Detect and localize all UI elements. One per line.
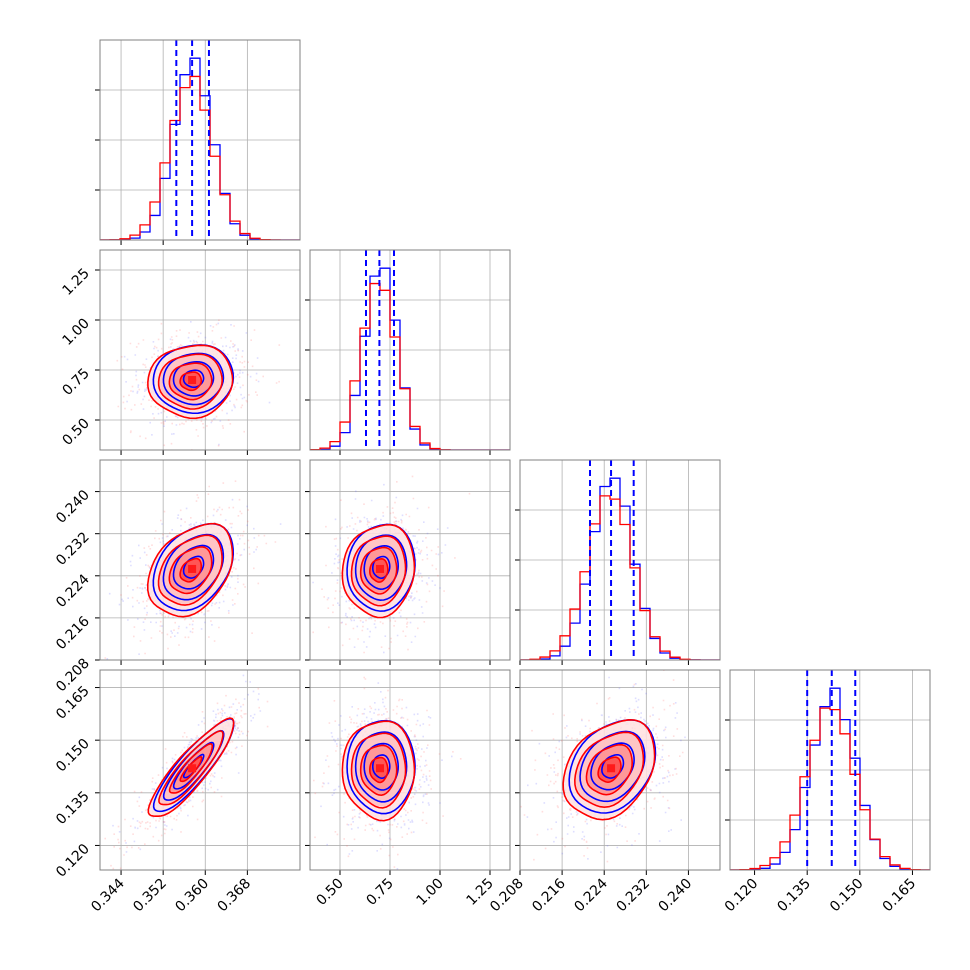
panel-frame (99, 459, 301, 661)
y-tick-label: 0.232 (53, 529, 93, 569)
panel-frame (309, 669, 511, 871)
density-peak (188, 376, 197, 384)
contour-red (574, 731, 645, 809)
x-tick-label: 0.208 (487, 876, 527, 916)
x-tick-label: 0.240 (656, 876, 696, 916)
x-tick-label: 0.368 (215, 876, 255, 916)
contour-red (597, 756, 622, 783)
hist-panel-2 (515, 459, 721, 665)
y-tick-label: 0.75 (59, 366, 92, 399)
scatter-points-0 (312, 483, 449, 654)
y-tick-label: 0.216 (53, 613, 93, 653)
density-peak (376, 564, 384, 573)
contour-red (157, 353, 224, 410)
panel-frame (99, 669, 301, 871)
contour-blue (371, 555, 391, 580)
scatter-points-1 (104, 480, 277, 659)
contour-red (158, 730, 224, 806)
y-tick-label: 0.240 (53, 487, 93, 527)
x-tick-label: 0.120 (722, 876, 762, 916)
contour-blue (601, 753, 625, 779)
contour-red (562, 719, 656, 821)
panel-frame (519, 669, 721, 871)
contour-red (147, 344, 234, 420)
contour-red (179, 557, 203, 583)
density-peak (188, 564, 197, 573)
contour-red (168, 362, 213, 401)
y-tick-label: 0.50 (59, 416, 92, 449)
x-tick-label: 0.150 (827, 876, 867, 916)
x-tick-label: 1.00 (413, 876, 446, 909)
y-tick-label: 0.135 (53, 788, 93, 828)
x-tick-label: 0.216 (529, 875, 569, 915)
contour-red (359, 744, 398, 796)
panel-frame (99, 249, 301, 451)
panel-frame (99, 39, 301, 241)
panel-frame (729, 669, 931, 871)
contour-red (179, 755, 203, 783)
contour-red (350, 535, 407, 607)
contour-red (369, 558, 389, 583)
x-tick-label: 0.360 (172, 876, 212, 916)
panel-frame (309, 459, 511, 661)
contour-red (157, 534, 223, 606)
x-tick-label: 0.165 (880, 876, 920, 916)
contour-blue (371, 754, 391, 779)
density-peak (188, 764, 197, 773)
x-tick-label: 0.135 (774, 876, 814, 916)
x-tick-label: 0.50 (313, 876, 346, 909)
y-tick-label: 1.25 (59, 266, 92, 299)
contour-red (585, 743, 634, 796)
density-peak (607, 764, 616, 773)
histogram-step-1 (730, 707, 930, 870)
contour-red (168, 743, 214, 794)
hist-panel-1 (305, 249, 511, 455)
contour-red (146, 522, 234, 618)
contour-blue (182, 369, 205, 389)
x-tick-label: 0.352 (130, 876, 170, 916)
contour-red (350, 732, 407, 809)
panel-frame (519, 459, 721, 661)
scatter-panel-3-1: 0.50 0.75 1.00 1.25 (305, 669, 511, 909)
contour-blue (172, 360, 215, 397)
x-tick-label: 0.75 (363, 876, 396, 909)
density-peak (376, 764, 384, 773)
y-tick-label: 0.224 (53, 571, 93, 611)
y-tick-label: 0.150 (53, 736, 93, 776)
x-tick-label: 0.344 (88, 875, 128, 915)
contour-red (147, 717, 235, 818)
contour-blue (363, 742, 400, 791)
histogram-step-1 (100, 75, 300, 240)
contour-red (179, 371, 203, 392)
x-tick-label: 0.224 (571, 875, 611, 915)
contour-blue (590, 742, 635, 791)
scatter-panel-3-2: 0.208 0.216 0.224 0.232 0.240 (487, 669, 721, 916)
panel-frame (309, 249, 511, 451)
hist-panel-0 (95, 39, 301, 245)
contour-blue (182, 555, 205, 579)
histogram-step-0 (730, 687, 930, 870)
contour-red (168, 546, 213, 595)
contour-red (369, 756, 389, 784)
hist-panel-3: 0.120 0.135 0.150 0.165 (722, 669, 931, 916)
scatter-panel-2-1 (305, 459, 511, 665)
y-tick-label: 1.00 (59, 316, 92, 349)
contour-blue (363, 545, 399, 590)
contour-red (341, 523, 416, 619)
scatter-panel-1-0: 0.50 0.75 1.00 1.25 (59, 249, 301, 455)
histogram-step-1 (520, 495, 720, 660)
x-tick-label: 0.232 (613, 876, 653, 916)
contour-red (359, 546, 398, 595)
contour-red (341, 720, 416, 822)
y-tick-label: 0.120 (53, 841, 93, 881)
